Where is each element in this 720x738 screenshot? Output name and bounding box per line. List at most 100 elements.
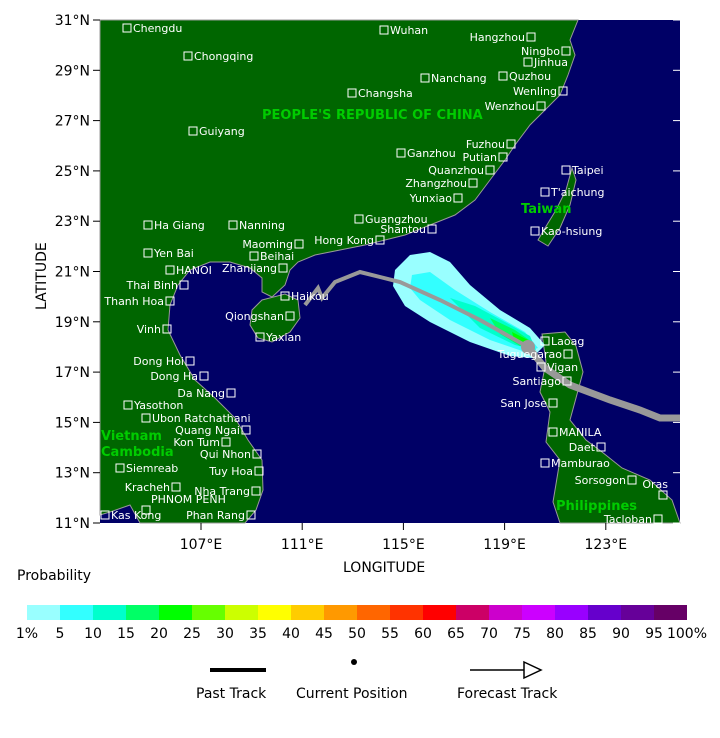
city-zhangzhou: Zhangzhou xyxy=(405,177,478,190)
lat-tick-label: 27°N xyxy=(55,114,90,130)
city-yasothon: Yasothon xyxy=(123,399,183,412)
legend-label: 55 xyxy=(381,626,399,642)
city-manila: MANILA xyxy=(548,426,602,439)
city-marker-icon xyxy=(468,178,478,188)
city-marker-icon xyxy=(558,86,568,96)
legend-swatch-5 xyxy=(60,605,93,620)
city-wuhan: Wuhan xyxy=(379,24,428,37)
city-marker-icon xyxy=(563,349,573,359)
city-kao-hsiung: Kao-hsiung xyxy=(530,225,602,238)
city-kas-kong: Kas Kong xyxy=(100,509,161,522)
city-hong-kong: Hong Kong xyxy=(314,234,385,247)
city-beihai: Beihai xyxy=(249,250,294,263)
legend-label: 100% xyxy=(667,626,707,642)
city-marker-icon xyxy=(141,413,151,423)
city-ubon-ratchathani: Ubon Ratchathani xyxy=(141,412,251,425)
past-track-line xyxy=(303,269,529,349)
city-name: Kon Tum xyxy=(173,436,220,449)
city-marker-icon xyxy=(506,139,516,149)
luzon-island xyxy=(539,331,681,524)
lat-tick-label: 11°N xyxy=(55,516,90,532)
city-name: Santiago xyxy=(512,375,561,388)
city-name: Nanchang xyxy=(431,72,487,85)
city-yen-bai: Yen Bai xyxy=(143,247,194,260)
city-san-jose: San Jose xyxy=(500,397,558,410)
lat-tick-label: 25°N xyxy=(55,164,90,180)
city-hanoi: HANOI xyxy=(165,264,212,277)
city-name: Tacloban xyxy=(603,513,652,526)
city-name: Daet xyxy=(569,441,596,454)
city-phan-rang: Phan Rang xyxy=(186,509,256,522)
current-position-legend-label: Current Position xyxy=(296,686,408,702)
city-marker-icon xyxy=(562,376,572,386)
city-name: Changsha xyxy=(358,87,413,100)
y-axis-label: LATITUDE xyxy=(34,242,50,310)
city-vigan: Vigan xyxy=(536,361,578,374)
legend-label: 50 xyxy=(348,626,366,642)
city-name: Thai Binh xyxy=(125,279,178,292)
city-sorsogon: Sorsogon xyxy=(575,474,637,487)
city-marker-icon xyxy=(540,336,550,346)
city-name: Yunxiao xyxy=(409,192,453,205)
region-label: Philippines xyxy=(556,499,637,514)
city-marker-icon xyxy=(199,371,209,381)
city-name: Kas Kong xyxy=(111,509,161,522)
legend-swatch-90 xyxy=(621,605,654,620)
city-name: Oras xyxy=(642,478,668,491)
city-name: Dong Ha xyxy=(150,370,198,383)
city-marker-icon xyxy=(246,510,256,520)
city-name: Vinh xyxy=(137,323,161,336)
lon-tick-label: 123°E xyxy=(585,537,628,553)
legend-swatch-60 xyxy=(423,605,456,620)
city-marker-icon xyxy=(251,486,261,496)
lat-tick-label: 13°N xyxy=(55,466,90,482)
city-marker-icon xyxy=(280,291,290,301)
city-da-nang: Da Nang xyxy=(177,387,236,400)
city-fuzhou: Fuzhou xyxy=(466,138,516,151)
city-daet: Daet xyxy=(569,441,606,454)
legend-label: 35 xyxy=(249,626,267,642)
city-name: Shantou xyxy=(380,223,426,236)
city-quzhou: Quzhou xyxy=(498,70,551,83)
region-label: Vietnam xyxy=(101,429,162,444)
city-haikou: Haikou xyxy=(280,290,329,303)
city-name: Hangzhou xyxy=(470,31,525,44)
legend-swatch-1% xyxy=(27,605,60,620)
city-marker-icon xyxy=(561,46,571,56)
past-track-legend-label: Past Track xyxy=(196,686,267,702)
city-name: Laoag xyxy=(551,335,584,348)
city-guangzhou: Guangzhou xyxy=(354,213,428,226)
city-name: HANOI xyxy=(176,264,212,277)
city-marker-icon xyxy=(122,23,132,33)
legend-label: 75 xyxy=(513,626,531,642)
forecast-track-legend-arrow xyxy=(470,660,543,680)
city-oras: Oras xyxy=(642,478,668,500)
probability-legend-title: Probability xyxy=(17,568,91,584)
city-marker-icon xyxy=(347,88,357,98)
city-name: Guangzhou xyxy=(365,213,428,226)
city-marker-icon xyxy=(658,490,668,500)
city-name: PHNOM PENH xyxy=(151,493,226,506)
city-santiago: Santiago xyxy=(512,375,572,388)
city-name: Vigan xyxy=(547,361,578,374)
city-zhanjiang: Zhanjiang xyxy=(222,262,288,275)
city-marker-icon xyxy=(228,220,238,230)
legend-label: 45 xyxy=(315,626,333,642)
city-marker-icon xyxy=(226,388,236,398)
legend-label: 90 xyxy=(612,626,630,642)
city-marker-icon xyxy=(141,505,151,515)
city-marker-icon xyxy=(183,51,193,61)
city-qiongshan: Qiongshan xyxy=(225,310,295,323)
city-name: Tuy Hoa xyxy=(208,465,253,478)
city-nanning: Nanning xyxy=(228,219,285,232)
city-name: Thanh Hoa xyxy=(103,295,164,308)
city-thai-binh: Thai Binh xyxy=(125,279,189,292)
city-siemreab: Siemreab xyxy=(115,462,178,475)
city-marker-icon xyxy=(453,193,463,203)
city-quanzhou: Quanzhou xyxy=(428,164,495,177)
city-ha-giang: Ha Giang xyxy=(143,219,205,232)
city-qui-nhon: Qui Nhon xyxy=(200,448,262,461)
city-marker-icon xyxy=(536,101,546,111)
legend-swatch-30 xyxy=(225,605,258,620)
